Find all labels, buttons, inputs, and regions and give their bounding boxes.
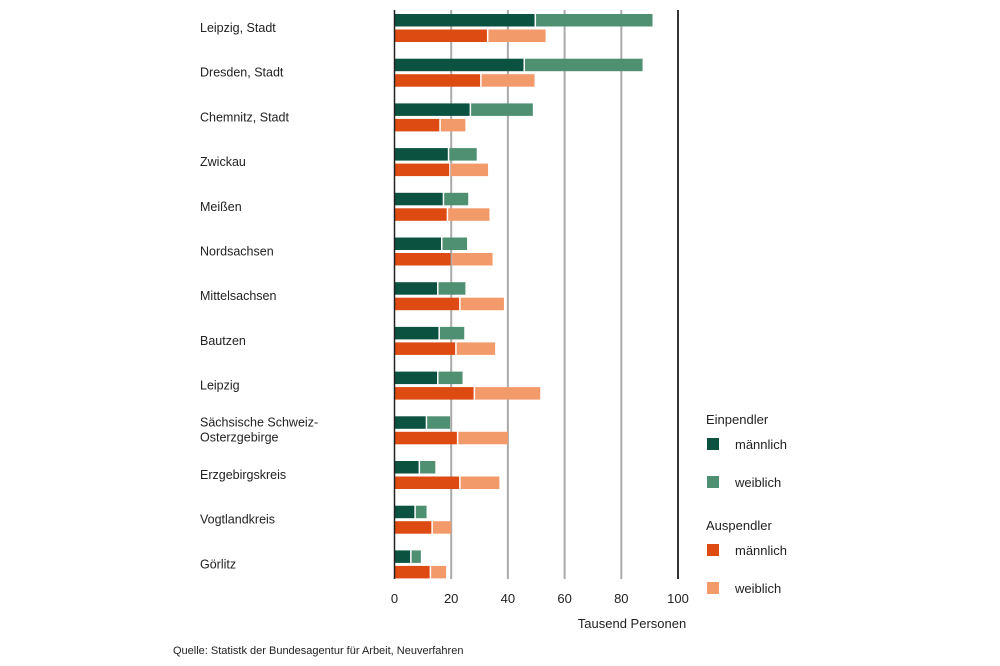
category-label: Zwickau — [200, 155, 246, 169]
bar-einpendler-maennlich — [394, 103, 470, 116]
bar-auspendler-maennlich — [394, 163, 450, 177]
category-label: Bautzen — [200, 334, 246, 348]
legend-swatch — [707, 476, 719, 488]
category-label: Dresden, Stadt — [200, 66, 284, 80]
bar-auspendler-weiblich — [460, 476, 500, 489]
bar-einpendler-weiblich — [411, 550, 421, 563]
bar-auspendler-weiblich — [460, 297, 504, 311]
bar-auspendler-maennlich — [394, 208, 447, 221]
bar-auspendler-maennlich — [394, 387, 474, 400]
legend-label: männlich — [735, 437, 787, 452]
bar-einpendler-weiblich — [524, 58, 643, 72]
bar-auspendler-weiblich — [448, 208, 490, 221]
category-label: Leipzig — [200, 379, 240, 393]
bar-einpendler-maennlich — [394, 58, 524, 72]
bar-einpendler-maennlich — [394, 461, 419, 474]
legend-label: weiblich — [734, 581, 781, 596]
bar-einpendler-weiblich — [444, 192, 469, 206]
bar-auspendler-maennlich — [394, 431, 457, 445]
bar-einpendler-maennlich — [394, 282, 438, 295]
bar-einpendler-maennlich — [394, 550, 411, 563]
bar-einpendler-weiblich — [471, 103, 533, 116]
bar-auspendler-maennlich — [394, 253, 451, 266]
bar-auspendler-weiblich — [440, 118, 466, 132]
bar-einpendler-weiblich — [442, 237, 468, 250]
category-label: Meißen — [200, 200, 242, 214]
bar-einpendler-maennlich — [394, 192, 443, 206]
bar-einpendler-weiblich — [415, 505, 427, 519]
bar-einpendler-maennlich — [394, 371, 438, 385]
legend-group-title: Einpendler — [706, 412, 769, 427]
bar-auspendler-weiblich — [458, 431, 508, 445]
bar-auspendler-maennlich — [394, 74, 481, 87]
bar-auspendler-weiblich — [488, 29, 546, 42]
source-note: Quelle: Statistk der Bundesagentur für A… — [173, 645, 464, 657]
category-label: Görlitz — [200, 557, 236, 571]
bar-einpendler-maennlich — [394, 505, 415, 519]
bar-auspendler-weiblich — [431, 565, 447, 579]
category-label: Erzgebirgskreis — [200, 468, 286, 482]
x-tick-label: 60 — [557, 591, 571, 606]
bar-auspendler-maennlich — [394, 29, 487, 42]
x-tick-label: 20 — [444, 591, 458, 606]
x-tick-label: 0 — [391, 591, 398, 606]
legend-label: weiblich — [734, 475, 781, 490]
bar-einpendler-maennlich — [394, 326, 439, 340]
category-label: Nordsachsen — [200, 245, 274, 259]
x-tick-label: 80 — [614, 591, 628, 606]
bar-auspendler-weiblich — [456, 342, 496, 355]
category-label: Leipzig, Stadt — [200, 21, 276, 35]
bar-auspendler-maennlich — [394, 476, 460, 489]
x-axis-title: Tausend Personen — [578, 616, 686, 631]
legend-swatch — [707, 582, 719, 594]
bar-auspendler-maennlich — [394, 118, 440, 132]
bar-auspendler-weiblich — [481, 74, 535, 87]
bar-einpendler-maennlich — [394, 14, 535, 27]
bar-einpendler-weiblich — [439, 326, 465, 340]
bar-auspendler-maennlich — [394, 342, 456, 355]
bar-einpendler-maennlich — [394, 237, 441, 250]
legend-label: männlich — [735, 543, 787, 558]
category-label: Chemnitz, Stadt — [200, 110, 289, 124]
legend-swatch — [707, 544, 719, 556]
category-label: Sächsische Schweiz-Osterzgebirge — [200, 415, 318, 444]
bar-einpendler-maennlich — [394, 148, 448, 161]
bar-einpendler-weiblich — [427, 416, 451, 429]
legend-group-title: Auspendler — [706, 518, 772, 533]
bar-auspendler-weiblich — [475, 387, 541, 400]
category-label: Vogtlandkreis — [200, 513, 275, 527]
bar-einpendler-maennlich — [394, 416, 426, 429]
legend-swatch — [707, 438, 719, 450]
bar-auspendler-maennlich — [394, 297, 460, 311]
bar-auspendler-maennlich — [394, 565, 430, 579]
bar-auspendler-maennlich — [394, 521, 432, 534]
bar-einpendler-weiblich — [449, 148, 477, 161]
bar-einpendler-weiblich — [438, 371, 463, 385]
bar-auspendler-weiblich — [432, 521, 452, 534]
category-label: Mittelsachsen — [200, 289, 276, 303]
x-tick-label: 100 — [667, 591, 689, 606]
bar-einpendler-weiblich — [438, 282, 466, 295]
bar-einpendler-weiblich — [536, 14, 653, 27]
bar-auspendler-weiblich — [452, 253, 493, 266]
x-tick-label: 40 — [501, 591, 515, 606]
bar-auspendler-weiblich — [450, 163, 489, 177]
bar-einpendler-weiblich — [420, 461, 436, 474]
